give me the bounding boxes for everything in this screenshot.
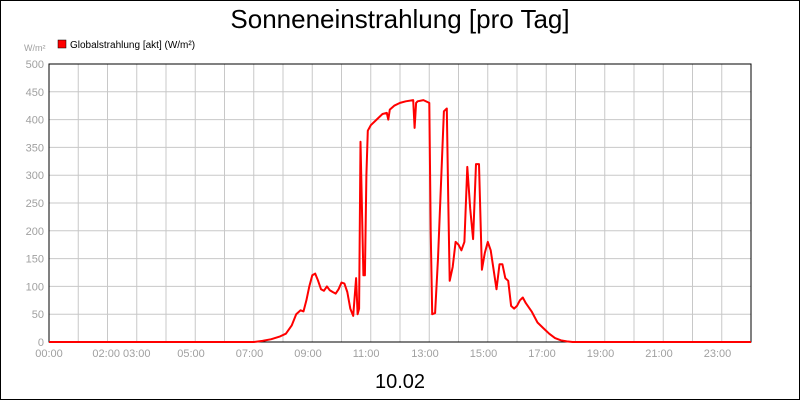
x-tick-label: 21:00 <box>645 348 673 360</box>
y-tick-label: 350 <box>26 142 44 154</box>
y-tick-label: 200 <box>26 226 44 238</box>
x-tick-label: 11:00 <box>353 348 380 360</box>
x-tick-label: 13:00 <box>411 348 439 360</box>
x-tick-label: 17:00 <box>528 348 556 360</box>
y-tick-label: 500 <box>26 59 44 71</box>
y-tick-label: 400 <box>26 115 44 127</box>
x-tick-label: 05:00 <box>177 348 205 360</box>
y-tick-label: 150 <box>26 254 44 266</box>
x-tick-label: 19:00 <box>587 348 615 360</box>
x-axis-ticks: 00:00 02:00 03:00 05:00 07:00 09:00 11:00 13:0… <box>35 348 731 360</box>
series-line-globalstrahlung <box>49 99 751 343</box>
x-tick-label: 23:00 <box>704 348 732 360</box>
x-tick-label: 15:00 <box>470 348 498 360</box>
legend-label: Globalstrahlung [akt] (W/m²) <box>70 40 195 51</box>
y-tick-label: 250 <box>26 198 44 210</box>
y-axis-unit: W/m² <box>24 43 46 53</box>
legend-swatch <box>57 39 67 49</box>
chart-date-label: 10.02 <box>375 371 425 393</box>
chart-title: Sonneneinstrahlung [pro Tag] <box>230 4 569 34</box>
x-tick-label: 00:00 <box>35 348 63 360</box>
grid <box>48 63 752 343</box>
y-tick-label: 100 <box>26 281 44 293</box>
y-tick-label: 0 <box>38 337 44 349</box>
y-tick-label: 450 <box>26 87 44 99</box>
x-tick-label: 09:00 <box>294 348 322 360</box>
y-tick-label: 50 <box>32 309 44 321</box>
plot-area <box>48 63 752 343</box>
y-tick-label: 300 <box>26 170 44 182</box>
y-axis-ticks: 0 50 100 150 200 250 300 350 400 450 500 <box>26 59 44 349</box>
x-tick-label: 07:00 <box>236 348 264 360</box>
x-tick-label: 02:00 03:00 <box>92 348 150 360</box>
